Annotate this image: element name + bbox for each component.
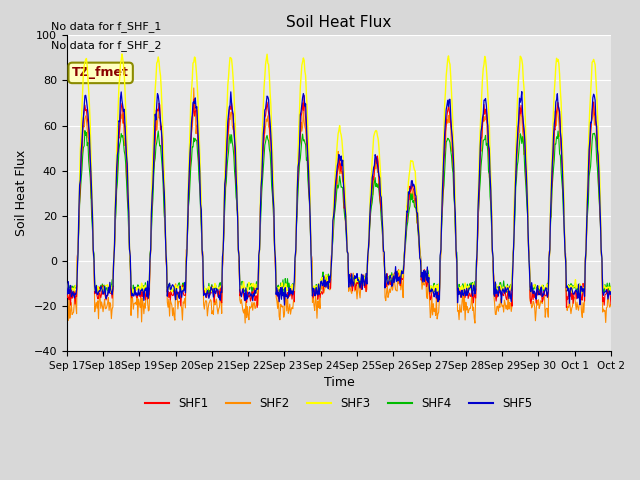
Legend: SHF1, SHF2, SHF3, SHF4, SHF5: SHF1, SHF2, SHF3, SHF4, SHF5 bbox=[141, 392, 537, 415]
Text: TZ_fmet: TZ_fmet bbox=[72, 66, 129, 79]
Title: Soil Heat Flux: Soil Heat Flux bbox=[286, 15, 392, 30]
Text: No data for f_SHF_1: No data for f_SHF_1 bbox=[51, 21, 161, 32]
Text: No data for f_SHF_2: No data for f_SHF_2 bbox=[51, 40, 162, 51]
X-axis label: Time: Time bbox=[323, 376, 355, 389]
Y-axis label: Soil Heat Flux: Soil Heat Flux bbox=[15, 150, 28, 236]
